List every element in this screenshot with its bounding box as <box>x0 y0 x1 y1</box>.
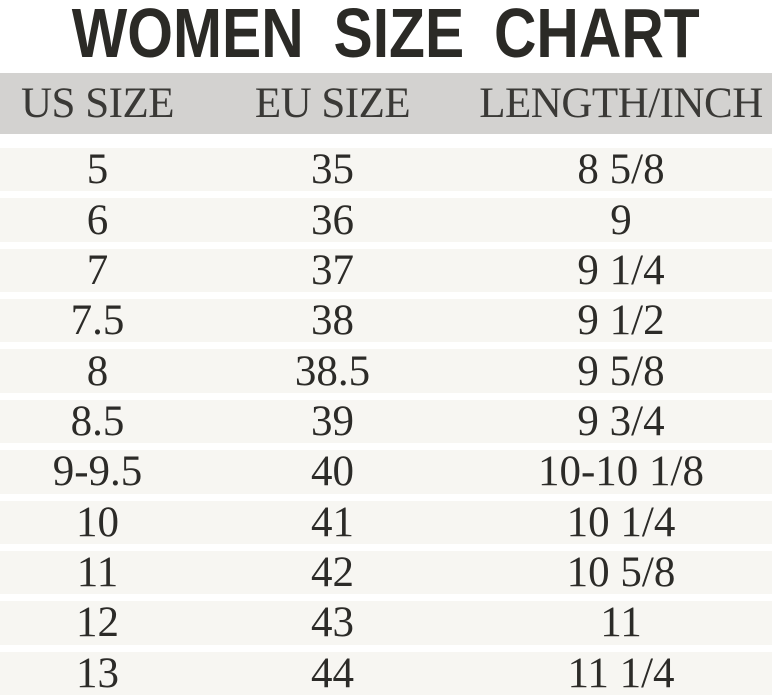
size-table-body: 5 35 8 5/8 6 36 9 7 37 9 1/4 7.5 38 9 1/… <box>0 148 772 695</box>
cell-length: 8 5/8 <box>577 146 665 194</box>
cell-us-size: 10 <box>76 498 119 546</box>
table-row: 10 41 10 1/4 <box>0 498 772 546</box>
cell-length: 9 1/2 <box>577 297 665 345</box>
cell-eu-size: 36 <box>311 196 354 244</box>
header-cell-length-inch: LENGTH/INCH <box>479 80 763 127</box>
page-title: WOMEN SIZE CHART <box>72 0 700 72</box>
cell-length: 11 1/4 <box>567 649 675 695</box>
table-row: 5 35 8 5/8 <box>0 146 772 194</box>
cell-us-size: 11 <box>76 549 119 597</box>
size-table-header: US SIZE EU SIZE LENGTH/INCH <box>0 73 772 134</box>
cell-eu-size: 44 <box>311 649 354 695</box>
cell-eu-size: 40 <box>311 448 354 496</box>
cell-eu-size: 42 <box>311 549 354 597</box>
cell-eu-size: 38 <box>311 297 354 345</box>
cell-us-size: 12 <box>76 599 119 647</box>
table-row: 12 43 11 <box>0 599 772 647</box>
cell-us-size: 7.5 <box>70 297 125 345</box>
table-row: 8.5 39 9 3/4 <box>0 397 772 445</box>
cell-eu-size: 37 <box>311 246 354 294</box>
cell-us-size: 8.5 <box>70 397 125 445</box>
table-row: 7 37 9 1/4 <box>0 246 772 294</box>
cell-length: 9 1/4 <box>577 246 665 294</box>
cell-eu-size: 35 <box>311 146 354 194</box>
cell-us-size: 6 <box>86 196 109 244</box>
cell-us-size: 8 <box>86 347 109 395</box>
cell-length: 10 5/8 <box>566 549 676 597</box>
cell-length: 11 <box>600 599 642 647</box>
cell-us-size: 13 <box>76 649 119 695</box>
cell-us-size: 5 <box>86 146 109 194</box>
cell-length: 9 5/8 <box>577 347 665 395</box>
cell-length: 9 <box>610 196 632 244</box>
table-row: 9-9.5 40 10-10 1/8 <box>0 448 772 496</box>
header-cell-eu-size: EU SIZE <box>254 80 411 127</box>
table-row: 11 42 10 5/8 <box>0 549 772 597</box>
table-row: 7.5 38 9 1/2 <box>0 297 772 345</box>
cell-length: 9 3/4 <box>577 397 665 445</box>
cell-us-size: 7 <box>86 246 109 294</box>
cell-length: 10 1/4 <box>566 498 676 546</box>
cell-eu-size: 43 <box>311 599 354 647</box>
cell-eu-size: 39 <box>311 397 354 445</box>
table-row: 8 38.5 9 5/8 <box>0 347 772 395</box>
table-row: 6 36 9 <box>0 196 772 244</box>
cell-eu-size: 38.5 <box>294 347 371 395</box>
header-cell-us-size: US SIZE <box>21 80 174 127</box>
table-row: 13 44 11 1/4 <box>0 649 772 695</box>
cell-length: 10-10 1/8 <box>537 448 705 496</box>
page-title-area: WOMEN SIZE CHART <box>0 0 772 73</box>
cell-eu-size: 41 <box>311 498 354 546</box>
cell-us-size: 9-9.5 <box>52 448 143 496</box>
